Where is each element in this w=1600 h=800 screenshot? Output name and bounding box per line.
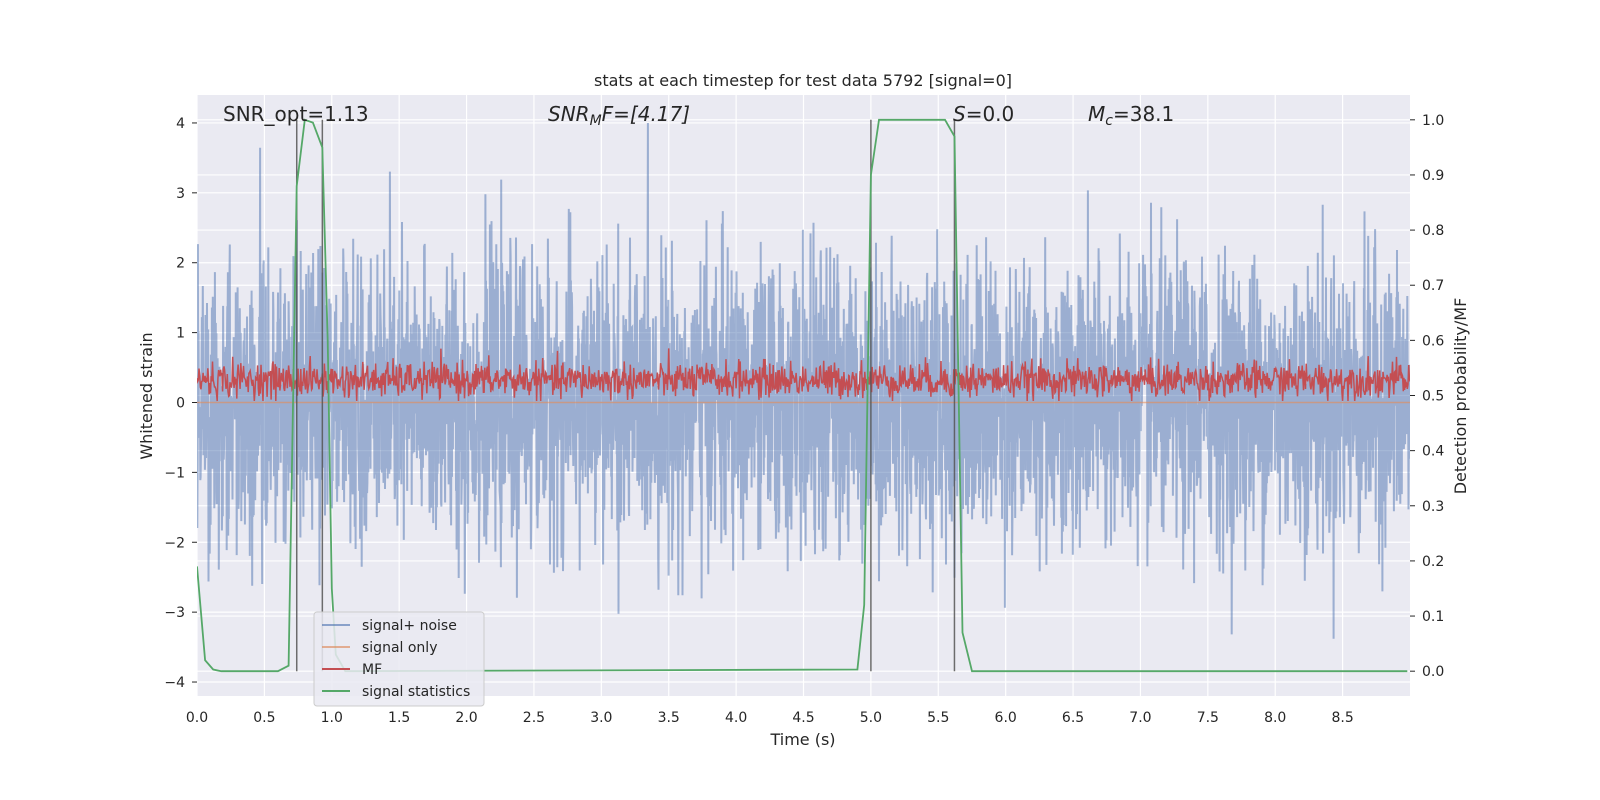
x-axis-ticks: 0.0 0.5 1.0 1.5 2.0 2.5 3.0 3.5 4.0 4.5 5.0 5.5 6.0 6… <box>186 710 1354 726</box>
y-tick-label: 2 <box>176 256 185 272</box>
chart-title: stats at each timestep for test data 579… <box>594 71 1012 90</box>
x-tick-label: 8.0 <box>1264 710 1286 726</box>
y2-tick-label: 0.7 <box>1422 278 1444 294</box>
y2-tick-label: 0.8 <box>1422 223 1444 239</box>
x-tick-label: 4.0 <box>725 710 747 726</box>
y2-tick-label: 0.4 <box>1422 444 1444 460</box>
y-tick-label: −2 <box>164 535 185 551</box>
vertical-markers <box>295 119 956 672</box>
annotation-mc-rest: =38.1 <box>1113 102 1174 126</box>
annotation-s-rest: =0.0 <box>966 102 1015 126</box>
x-tick-label: 2.5 <box>523 710 545 726</box>
y-tick-label: 0 <box>176 395 185 411</box>
annotation-snr-mf-sub: M <box>590 113 602 129</box>
annotation-mc: Mc=38.1 <box>1088 102 1174 129</box>
y-axis-ticks: 4 3 2 1 0 −1 −2 −3 −4 <box>164 116 197 691</box>
x-tick-label: 2.0 <box>455 710 477 726</box>
x-tick-label: 7.5 <box>1197 710 1219 726</box>
y2-tick-label: 0.1 <box>1422 609 1444 625</box>
x-tick-label: 1.0 <box>321 710 343 726</box>
x-tick-label: 3.5 <box>658 710 680 726</box>
annotation-s-base: S <box>953 102 966 126</box>
series-signal-statistics <box>197 118 1408 673</box>
y-tick-label: −4 <box>164 675 185 691</box>
x-tick-label: 0.5 <box>253 710 275 726</box>
annotation-snr-mf: SNRMF=[4.17] <box>548 102 690 129</box>
legend-box <box>313 611 485 707</box>
y2-axis-label: Detection probability/MF <box>1451 298 1470 495</box>
y-axis-label: Whitened strain <box>137 332 156 459</box>
annotation-snr-mf-rest: F=[4.17] <box>602 102 690 126</box>
x-tick-label: 0.0 <box>186 710 208 726</box>
x-tick-label: 1.5 <box>388 710 410 726</box>
x-tick-label: 8.5 <box>1331 710 1353 726</box>
series-signal-noise <box>197 122 1410 639</box>
annotation-snr-opt: SNR_opt=1.13 <box>223 102 369 126</box>
y2-tick-label: 1.0 <box>1422 113 1444 129</box>
x-tick-label: 6.5 <box>1062 710 1084 726</box>
legend-label-signal-only: signal only <box>362 640 437 656</box>
y2-tick-label: 0.2 <box>1422 554 1444 570</box>
y2-tick-label: 0.5 <box>1422 389 1444 405</box>
y-tick-label: 4 <box>176 116 185 132</box>
y2-axis-ticks: 1.0 0.9 0.8 0.7 0.6 0.5 0.4 0.3 0.2 0.1 0.0 <box>1410 113 1444 680</box>
x-tick-label: 7.0 <box>1129 710 1151 726</box>
y-tick-label: −3 <box>164 605 185 621</box>
legend: signal+ noise signal only MF signal stat… <box>313 611 485 707</box>
x-axis-label: Time (s) <box>769 730 835 749</box>
x-tick-label: 4.5 <box>792 710 814 726</box>
x-tick-label: 5.5 <box>927 710 949 726</box>
y2-tick-label: 0.3 <box>1422 499 1444 515</box>
annotation-mc-sub: c <box>1105 113 1113 129</box>
annotation-mc-base: M <box>1088 102 1105 126</box>
y2-tick-label: 0.0 <box>1422 664 1444 680</box>
y-tick-label: 3 <box>176 186 185 202</box>
legend-label-signal-noise: signal+ noise <box>362 618 457 634</box>
annotation-snr-mf-base: SNR <box>548 102 590 126</box>
annotation-s: S=0.0 <box>953 102 1014 126</box>
y-tick-label: −1 <box>164 465 185 481</box>
series-mf <box>197 348 1410 402</box>
plot-series <box>197 118 1410 673</box>
x-tick-label: 6.0 <box>995 710 1017 726</box>
y2-tick-label: 0.9 <box>1422 168 1444 184</box>
y2-tick-label: 0.6 <box>1422 333 1444 349</box>
legend-label-signal-statistics: signal statistics <box>362 684 470 700</box>
y-tick-label: 1 <box>176 326 185 342</box>
x-tick-label: 5.0 <box>860 710 882 726</box>
x-tick-label: 3.0 <box>590 710 612 726</box>
legend-label-mf: MF <box>362 662 382 678</box>
